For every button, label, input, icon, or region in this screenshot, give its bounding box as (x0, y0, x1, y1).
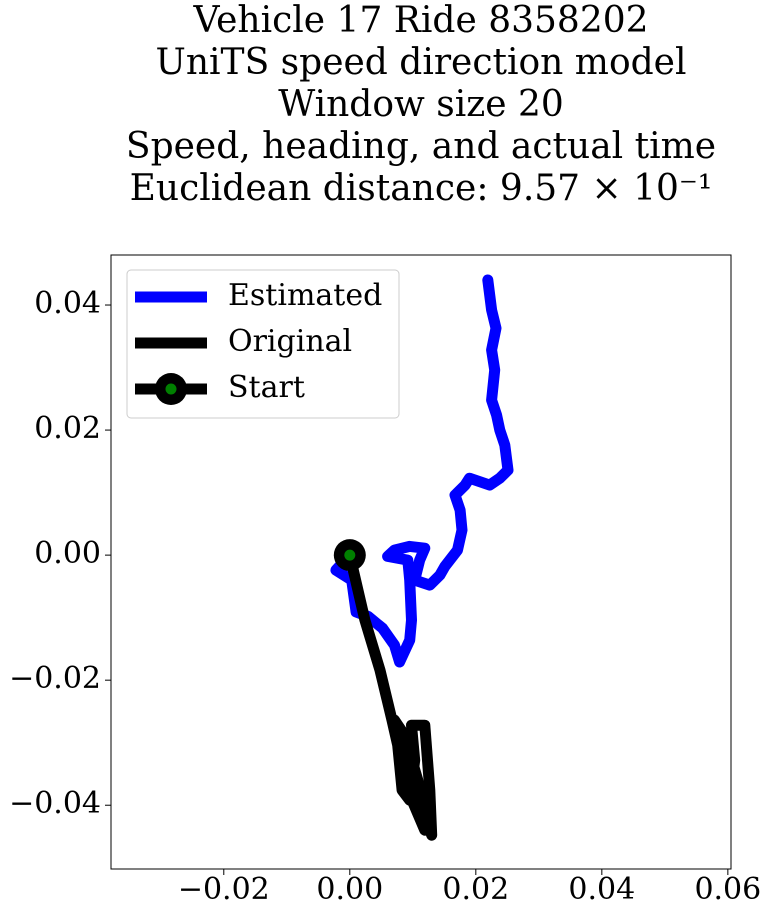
y-tick-label: −0.04 (9, 786, 101, 821)
plot-frame (110, 254, 732, 870)
legend-box (126, 269, 400, 419)
y-tick-label: −0.02 (9, 661, 101, 696)
start-marker-center (344, 549, 356, 561)
chart-title: UniTS speed direction model (156, 42, 687, 83)
chart-title: Vehicle 17 Ride 8358202 (192, 0, 648, 41)
x-tick-label: −0.02 (178, 872, 270, 907)
legend-marker-center (165, 383, 177, 395)
y-tick-label: 0.00 (34, 536, 101, 571)
trajectory-line (330, 274, 514, 668)
x-tick-label: 0.02 (442, 872, 509, 907)
legend-label: Estimated (228, 278, 382, 313)
chart-title: Euclidean distance: 9.57 × 10⁻¹ (130, 168, 713, 209)
trajectory-line (344, 549, 438, 841)
chart-title: Speed, heading, and actual time (126, 126, 716, 167)
x-tick-label: 0.06 (694, 872, 761, 907)
chart-title: Window size 20 (278, 84, 564, 125)
y-tick-label: 0.02 (34, 411, 101, 446)
legend-label: Start (228, 370, 305, 405)
y-tick-label: 0.04 (34, 286, 101, 321)
x-tick-label: 0.00 (316, 872, 383, 907)
x-tick-label: 0.04 (568, 872, 635, 907)
legend-label: Original (228, 324, 352, 359)
